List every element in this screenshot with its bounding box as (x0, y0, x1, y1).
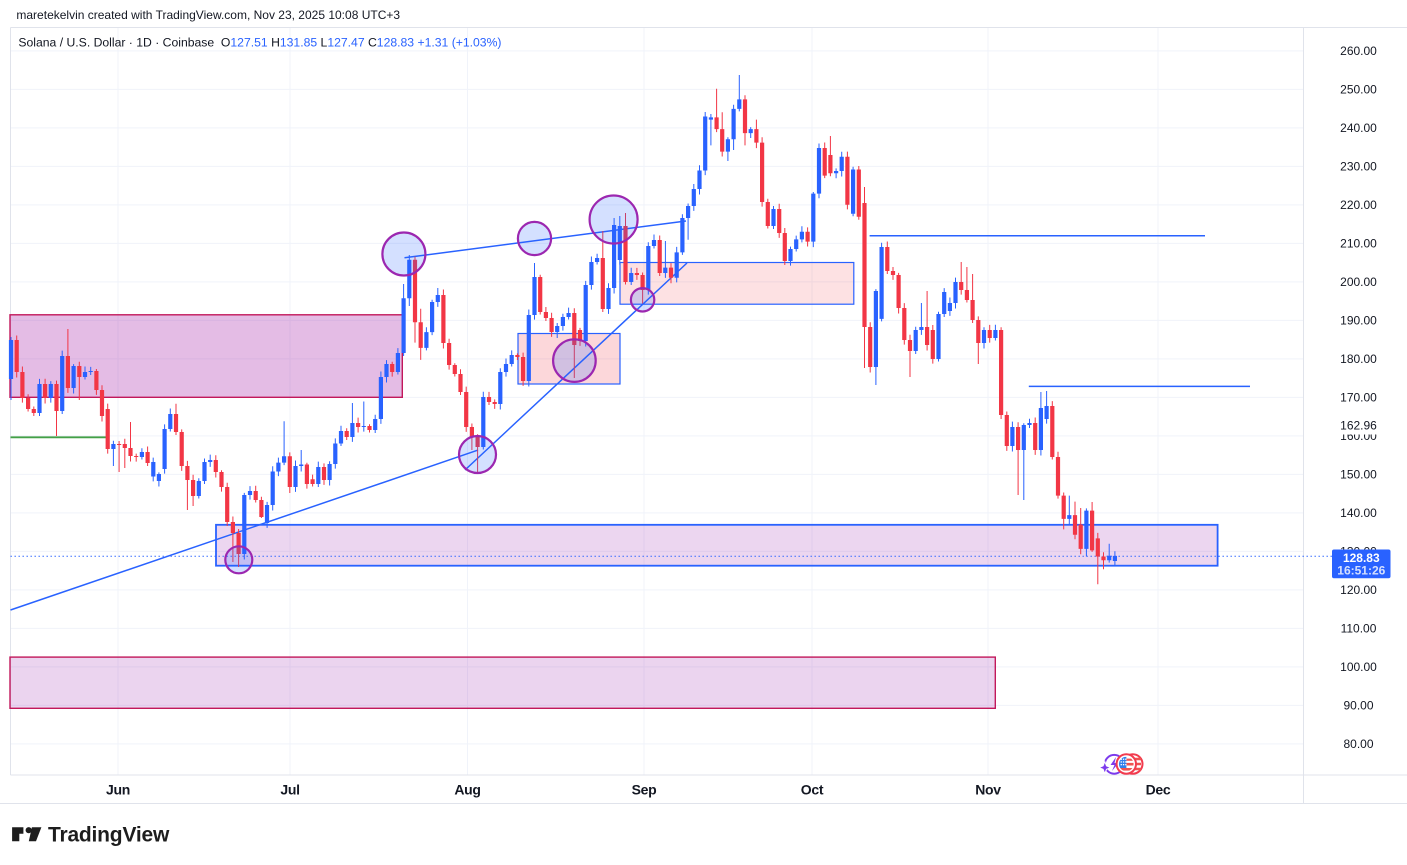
svg-text:128.83: 128.83 (1343, 551, 1380, 565)
svg-text:180.00: 180.00 (1340, 352, 1377, 366)
svg-text:Jul: Jul (280, 782, 299, 798)
svg-text:Dec: Dec (1146, 782, 1171, 798)
svg-text:16:51:26: 16:51:26 (1337, 564, 1385, 578)
svg-text:Jun: Jun (106, 782, 130, 798)
svg-text:170.00: 170.00 (1340, 391, 1377, 405)
svg-text:Nov: Nov (975, 782, 1001, 798)
svg-text:200.00: 200.00 (1340, 275, 1377, 289)
svg-text:110.00: 110.00 (1341, 622, 1377, 636)
svg-text:120.00: 120.00 (1340, 583, 1377, 597)
svg-text:90.00: 90.00 (1343, 699, 1373, 713)
svg-text:240.00: 240.00 (1340, 121, 1377, 135)
svg-text:162.96: 162.96 (1340, 419, 1377, 433)
svg-text:210.00: 210.00 (1340, 237, 1377, 251)
svg-text:220.00: 220.00 (1340, 198, 1377, 212)
svg-text:80.00: 80.00 (1343, 737, 1373, 751)
svg-text:Solana / U.S. Dollar · 1D · Co: Solana / U.S. Dollar · 1D · Coinbase O12… (18, 35, 501, 49)
svg-text:230.00: 230.00 (1340, 160, 1377, 174)
svg-text:Aug: Aug (454, 782, 480, 798)
svg-text:Oct: Oct (801, 782, 824, 798)
svg-text:250.00: 250.00 (1340, 83, 1377, 97)
svg-text:Sep: Sep (632, 782, 657, 798)
svg-text:TradingView: TradingView (48, 824, 170, 847)
svg-text:260.00: 260.00 (1340, 44, 1377, 58)
svg-text:maretekelvin created with Trad: maretekelvin created with TradingView.co… (16, 8, 400, 22)
svg-text:190.00: 190.00 (1340, 314, 1377, 328)
svg-text:150.00: 150.00 (1340, 468, 1377, 482)
svg-text:100.00: 100.00 (1340, 660, 1377, 674)
svg-text:140.00: 140.00 (1340, 506, 1377, 520)
